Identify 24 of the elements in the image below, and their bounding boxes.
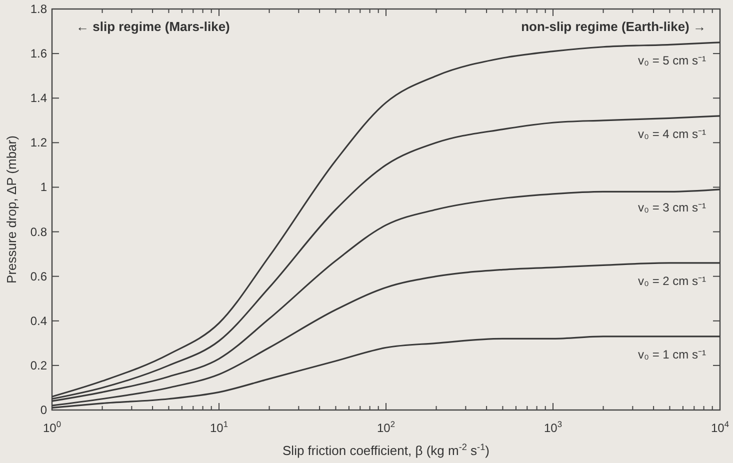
x-tick-label: 10$^{4}$ [710, 419, 730, 435]
y-tick-label: 1.8 [30, 2, 48, 16]
y-tick-label: 1.2 [30, 136, 48, 150]
y-tick-label: 0.6 [30, 269, 48, 284]
x-tick-label: 10$^{2}$ [376, 419, 396, 435]
legend-label: v₀ = 5 cm s⁻¹ [638, 53, 706, 68]
y-tick-label: 1.4 [30, 91, 48, 106]
y-tick-label: 0.2 [30, 358, 48, 372]
x-tick-label: 10$^{0}$ [42, 419, 62, 435]
legend-label: v₀ = 3 cm s⁻¹ [638, 200, 706, 214]
x-tick-label: 10$^{3}$ [544, 419, 562, 435]
y-tick-label: 1.6 [30, 46, 48, 61]
x-tick-label: 10$^{1}$ [210, 419, 228, 435]
y-tick-label: 0 [40, 403, 48, 417]
series-label: v₀ = 4 cm s⁻¹ [638, 126, 706, 141]
x-axis-title: Slip friction coefficient, β (kg m$^{-2}$ s$^{-1}$) [282, 442, 490, 458]
y-tick-label: 1 [40, 180, 48, 194]
annotation: non-slip regime (Earth-like) → [521, 19, 706, 34]
y-tick-label: 0.4 [30, 314, 48, 328]
series-label: v₀ = 1 cm s⁻¹ [638, 347, 706, 362]
legend-label: v₀ = 2 cm s⁻¹ [638, 274, 706, 288]
annotation: ← slip regime (Mars-like) [76, 19, 230, 34]
y-tick-label: 0.8 [30, 224, 48, 239]
y-axis-title: Pressure drop, ΔP (mbar) [4, 136, 19, 284]
